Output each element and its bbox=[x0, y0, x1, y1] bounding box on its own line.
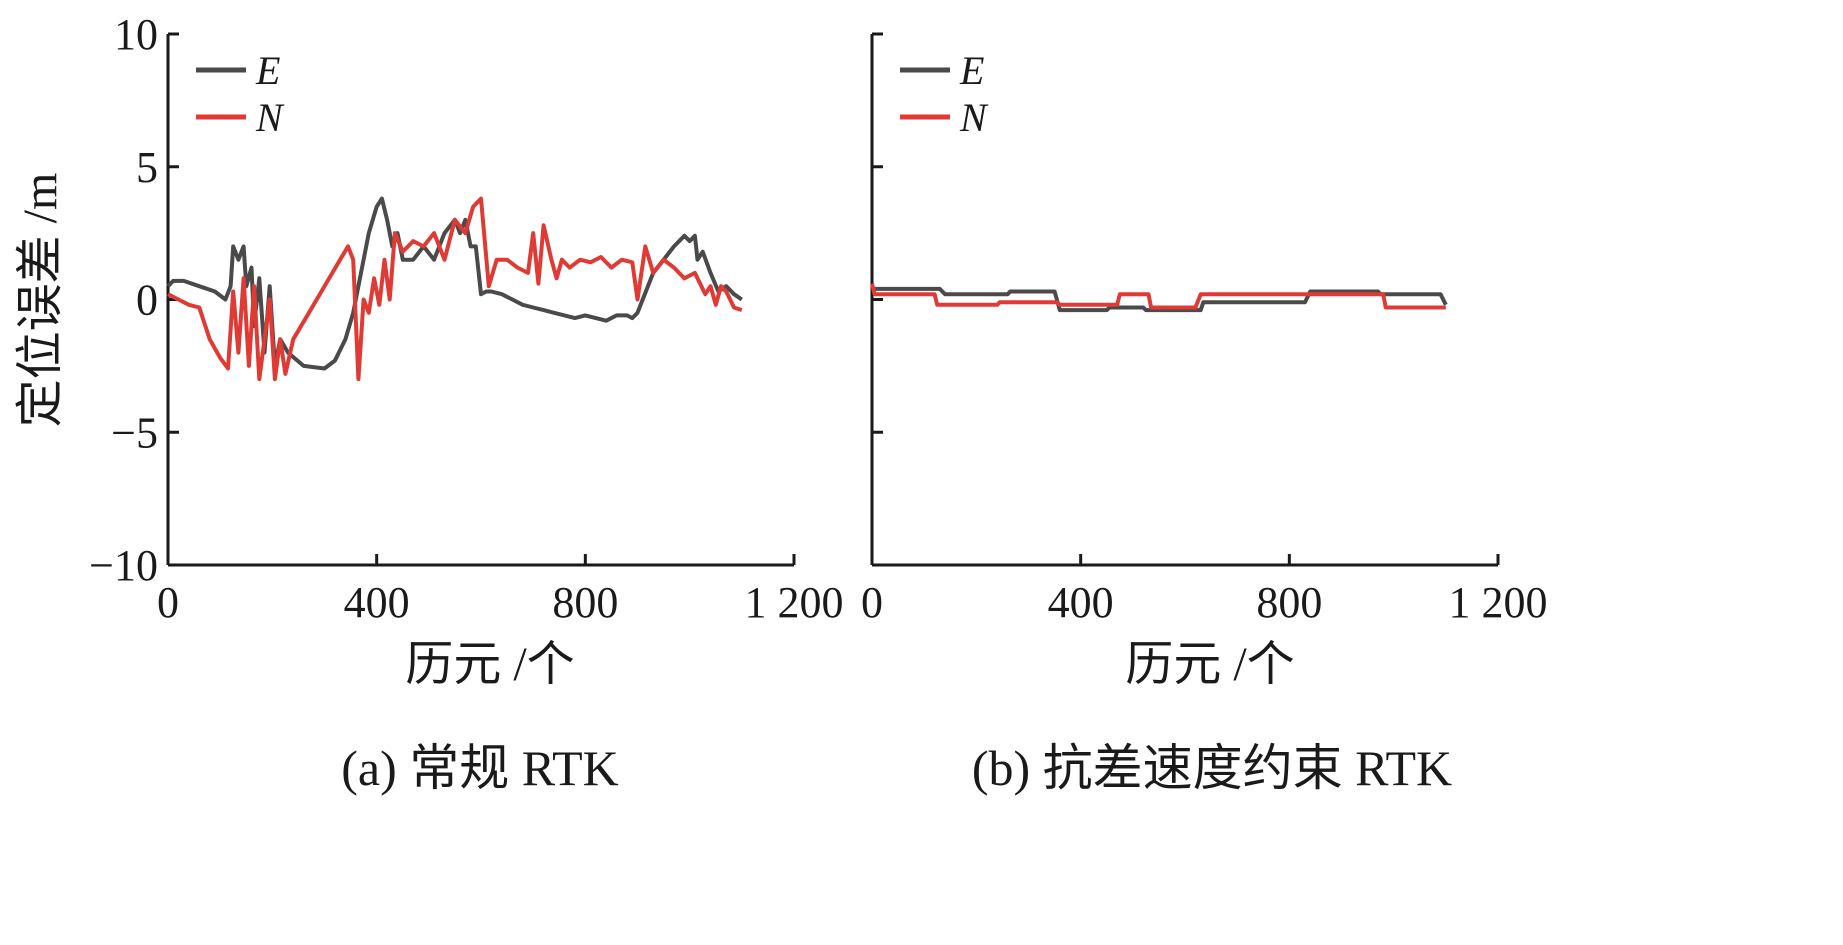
panel-b-x-tick-label: 0 bbox=[861, 578, 883, 627]
panel-a-x-tick-label: 400 bbox=[344, 578, 410, 627]
panel-a-y-tick-label: 10 bbox=[114, 10, 158, 59]
panel-b-x-tick-label: 400 bbox=[1048, 578, 1114, 627]
panel-a-x-axis-label: 历元 /个 bbox=[405, 638, 574, 691]
panel-a-caption: (a) 常规 RTK bbox=[341, 740, 619, 796]
panel-a-series-n-line bbox=[167, 196, 743, 382]
panel-a-y-tick-label: −10 bbox=[89, 541, 158, 590]
panel-b-caption: (b) 抗差速度约束 RTK bbox=[972, 740, 1452, 796]
panel-b-chart: 0 400 800 1 200 EN bbox=[861, 32, 1548, 627]
panel-b-x-tick-label: 1 200 bbox=[1449, 578, 1548, 627]
panel-b-series-n-line bbox=[870, 283, 1446, 310]
panel-a-y-tick-label: 5 bbox=[136, 143, 158, 192]
panel-a-x-tick-label: 1 200 bbox=[745, 578, 844, 627]
panel-b-series-e-line bbox=[872, 286, 1448, 313]
y-axis-label: 定位误差 /m bbox=[14, 173, 67, 428]
panel-a-legend-label-n: N bbox=[255, 95, 285, 140]
panel-a-y-tick-label: 0 bbox=[136, 276, 158, 325]
panel-b-legend-label-e: E bbox=[959, 48, 984, 93]
panel-b-legend-label-n: N bbox=[959, 95, 989, 140]
panel-a-x-tick-label: 0 bbox=[157, 578, 179, 627]
panel-a-x-tick-label: 800 bbox=[552, 578, 618, 627]
panel-b-x-tick-label: 800 bbox=[1256, 578, 1322, 627]
panel-b-x-axis-label: 历元 /个 bbox=[1125, 638, 1294, 691]
panel-a-legend-label-e: E bbox=[255, 48, 280, 93]
panel-a-y-tick-label: −5 bbox=[111, 408, 158, 457]
